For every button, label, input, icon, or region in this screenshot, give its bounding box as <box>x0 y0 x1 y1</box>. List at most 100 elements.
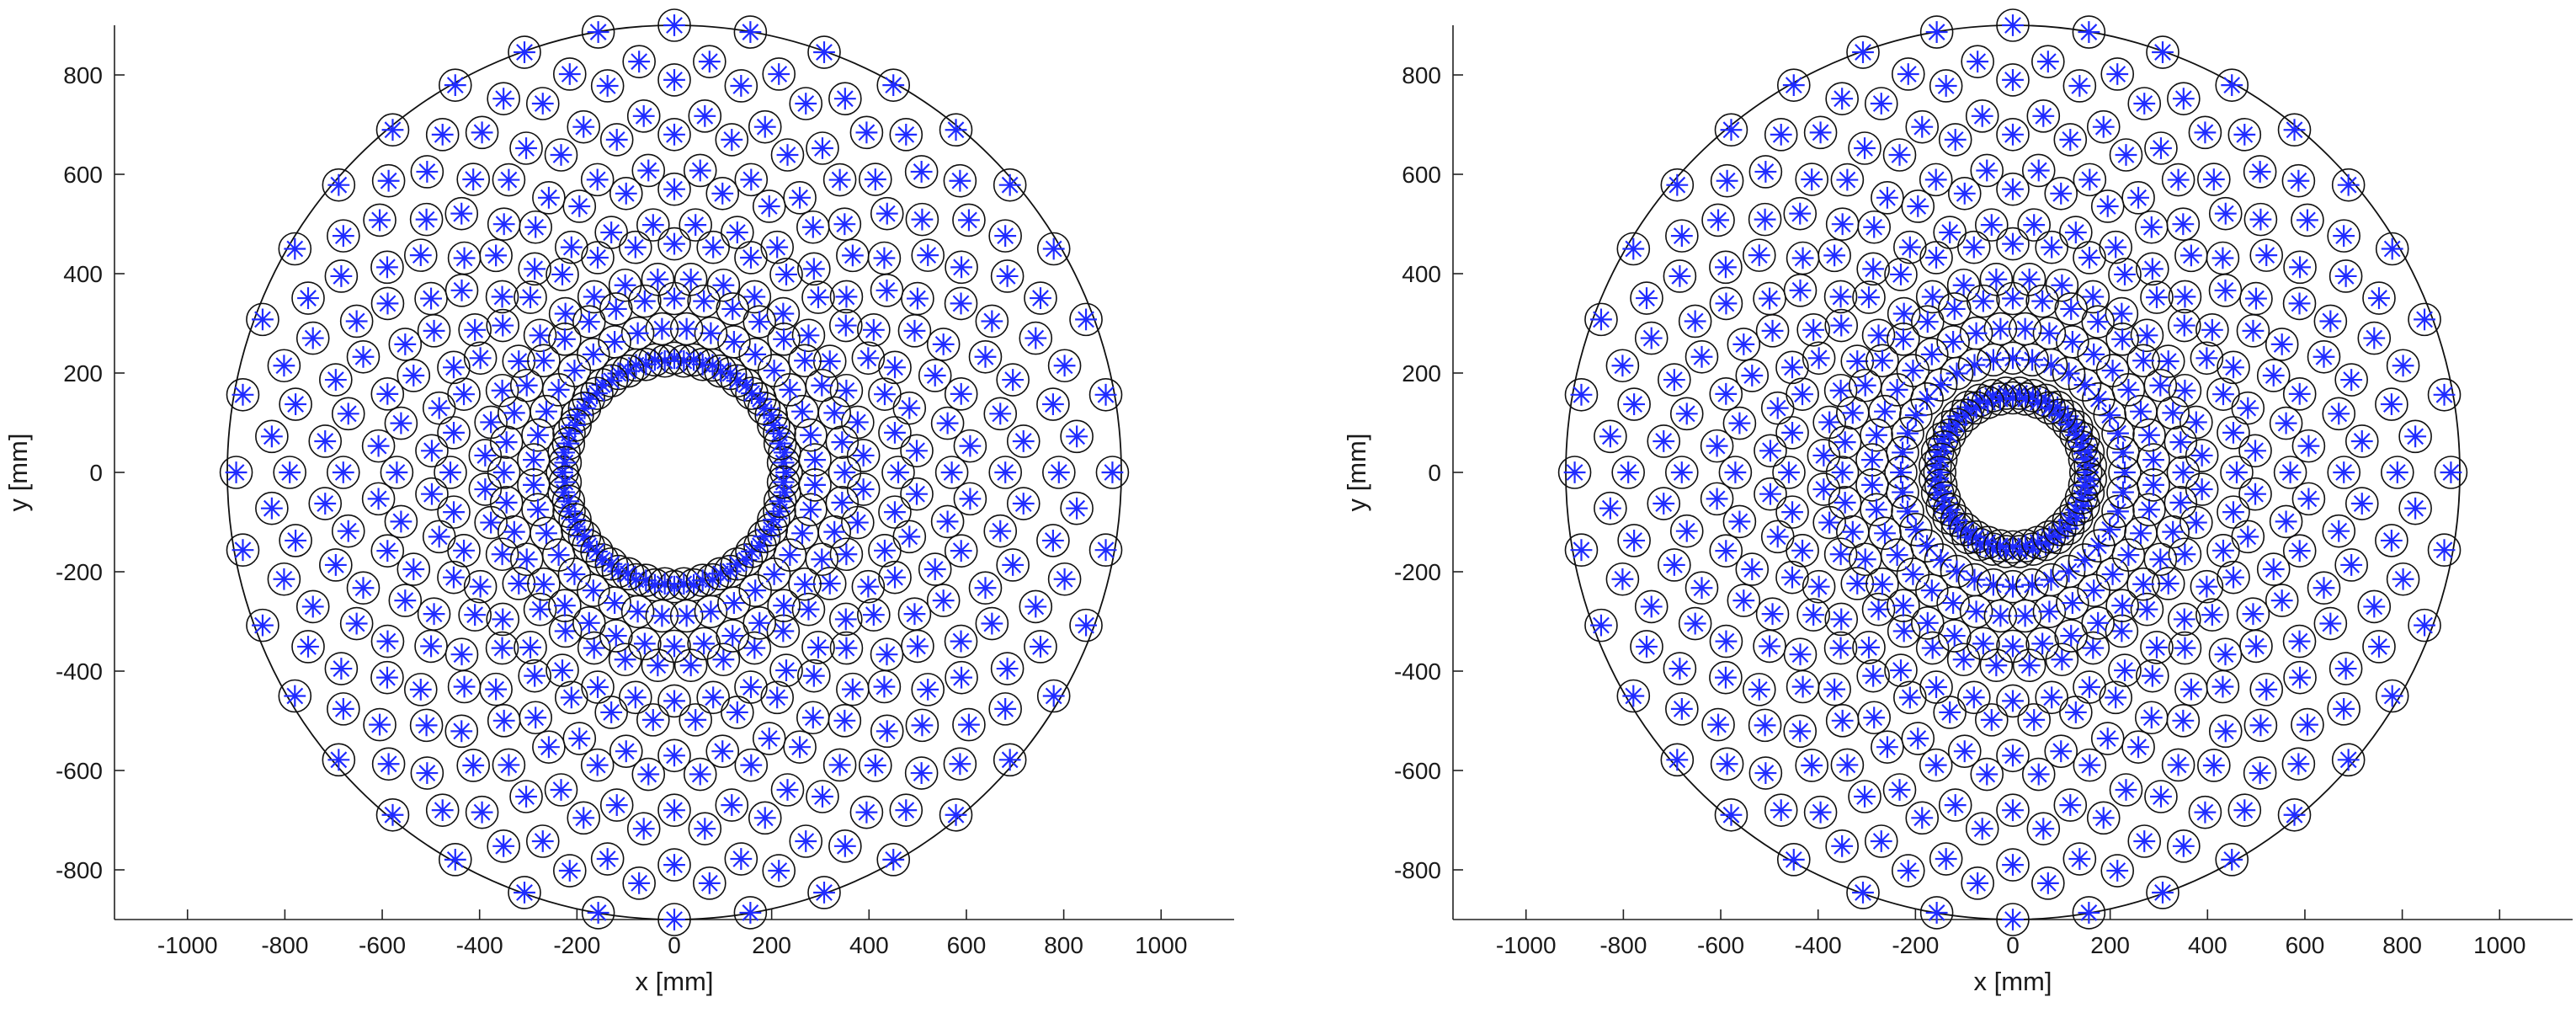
sensor-asterisk <box>2162 402 2185 424</box>
left-sensor-ring-9 <box>468 262 881 683</box>
sensor-asterisk <box>1728 412 1751 435</box>
sensor-asterisk <box>2440 461 2462 483</box>
sensor-asterisk <box>1640 595 1663 618</box>
sensor-circle <box>1996 341 2030 376</box>
sensor-circle <box>2072 896 2106 930</box>
sensor-marker <box>953 482 987 516</box>
sensor-asterisk <box>1965 397 1988 419</box>
sensor-marker <box>2140 280 2174 314</box>
sensor-circle <box>2381 456 2414 489</box>
sensor-asterisk <box>1942 331 1965 353</box>
sensor-circle <box>1865 344 1899 378</box>
sensor-asterisk <box>800 424 822 446</box>
sensor-marker <box>1772 456 1806 489</box>
sensor-circle <box>2081 606 2115 640</box>
sensor-asterisk <box>633 632 656 655</box>
sensor-marker <box>447 377 481 411</box>
sensor-marker <box>322 168 356 202</box>
sensor-circle <box>370 624 405 658</box>
sensor-asterisk <box>702 686 725 709</box>
sensor-marker <box>485 373 519 408</box>
sensor-asterisk <box>386 461 408 483</box>
sensor-circle <box>415 434 449 468</box>
sensor-marker <box>2243 202 2278 237</box>
sensor-circle <box>1663 259 1697 293</box>
sensor-circle <box>255 419 289 454</box>
sensor-asterisk <box>2023 214 2046 237</box>
sensor-circle <box>2054 292 2089 326</box>
sensor-circle <box>851 569 886 604</box>
sensor-asterisk <box>2381 685 2403 707</box>
sensor-circle <box>1905 109 1940 144</box>
sensor-circle <box>1669 397 1704 431</box>
sensor-circle <box>437 560 471 594</box>
sensor-asterisk <box>416 762 439 784</box>
sensor-circle <box>2121 730 2155 764</box>
sensor-asterisk <box>531 830 554 852</box>
sensor-circle <box>255 491 289 525</box>
sensor-marker <box>683 153 717 188</box>
sensor-asterisk <box>2068 75 2091 97</box>
sensor-marker <box>375 113 410 147</box>
sensor-asterisk <box>1892 481 1913 504</box>
sensor-marker <box>2188 795 2222 829</box>
sensor-circle <box>943 747 977 781</box>
sensor-marker <box>878 560 912 594</box>
sensor-marker <box>2174 672 2208 706</box>
sensor-asterisk <box>2172 213 2195 236</box>
sensor-marker <box>555 230 588 264</box>
sensor-circle <box>1929 69 1963 103</box>
sensor-circle <box>657 629 691 664</box>
sensor-asterisk <box>2002 690 2024 712</box>
sensor-circle <box>1825 456 1860 489</box>
sensor-asterisk <box>587 247 609 269</box>
sensor-asterisk <box>2392 355 2414 377</box>
right-sensor-ring-2 <box>1611 63 2414 882</box>
sensor-circle <box>2238 477 2272 511</box>
sensor-asterisk <box>519 286 541 309</box>
sensor-marker <box>988 219 1022 253</box>
sensor-asterisk <box>864 168 886 190</box>
sensor-asterisk <box>945 803 967 826</box>
sensor-marker <box>1996 738 2030 773</box>
sensor-circle <box>331 397 365 431</box>
sensor-circle <box>2190 569 2224 604</box>
sensor-asterisk <box>2072 428 2094 451</box>
sensor-marker <box>975 304 1009 339</box>
sensor-marker <box>1753 281 1786 316</box>
sensor-asterisk <box>722 592 745 614</box>
sensor-circle <box>363 707 397 742</box>
sensor-marker <box>546 653 579 687</box>
sensor-asterisk <box>2041 686 2063 709</box>
sensor-marker <box>1886 435 1919 470</box>
sensor-asterisk <box>735 374 758 396</box>
sensor-circle <box>2188 115 2222 150</box>
sensor-marker <box>1830 163 1865 197</box>
sensor-circle <box>825 486 860 520</box>
sensor-marker <box>1047 349 1082 383</box>
sensor-circle <box>1700 429 1734 463</box>
sensor-circle <box>770 773 805 807</box>
sensor-circle <box>1848 131 1881 165</box>
sensor-circle <box>870 714 904 749</box>
sensor-asterisk <box>833 88 856 110</box>
sensor-asterisk <box>791 522 813 545</box>
sensor-asterisk <box>2115 144 2137 166</box>
sensor-asterisk <box>1829 379 1852 402</box>
sensor-asterisk <box>604 331 626 353</box>
sensor-asterisk <box>2368 287 2390 309</box>
sensor-marker <box>2327 692 2360 726</box>
sensor-marker <box>291 281 325 315</box>
sensor-marker <box>829 280 864 314</box>
sensor-marker <box>798 443 832 477</box>
sensor-marker <box>437 350 471 385</box>
sensor-marker <box>901 281 934 316</box>
sensor-marker <box>485 631 519 665</box>
sensor-asterisk <box>2233 123 2256 146</box>
sensor-marker <box>1855 468 1889 502</box>
sensor-asterisk <box>833 213 856 236</box>
sensor-asterisk <box>735 549 758 571</box>
sensor-circle <box>322 168 356 202</box>
sensor-circle <box>485 537 519 572</box>
sensor-marker <box>705 734 740 768</box>
